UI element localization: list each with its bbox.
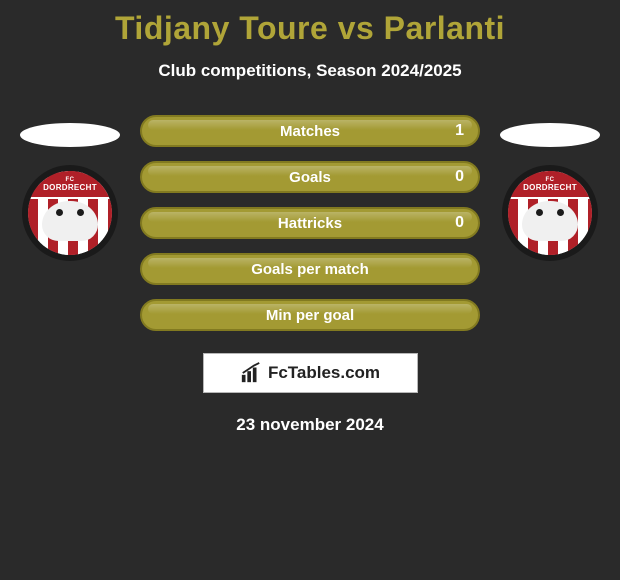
player-right-column: FC DORDRECHT [500,123,600,261]
badge-city-text: DORDRECHT [43,183,97,192]
stat-label: Goals per match [251,261,369,278]
bar-chart-icon [240,362,262,384]
player-left-club-badge: FC DORDRECHT [22,165,118,261]
sheep-icon [522,201,578,241]
branding-text: FcTables.com [268,363,380,383]
stat-label: Matches [280,123,340,140]
comparison-row: FC DORDRECHT Matches 1 Goals 0 Hattricks… [0,123,620,331]
stat-label: Hattricks [278,215,342,232]
page-title: Tidjany Toure vs Parlanti [0,0,620,47]
stat-right-value: 0 [455,214,464,232]
page-subtitle: Club competitions, Season 2024/2025 [0,61,620,81]
player-right-avatar [500,123,600,147]
stat-row-hattricks: Hattricks 0 [140,207,480,239]
sheep-icon [42,201,98,241]
player-right-club-badge: FC DORDRECHT [502,165,598,261]
player-left-column: FC DORDRECHT [20,123,120,261]
badge-header: FC DORDRECHT [28,171,112,199]
stat-row-matches: Matches 1 [140,115,480,147]
branding-box: FcTables.com [203,353,418,393]
stat-label: Min per goal [266,307,354,324]
player-left-avatar [20,123,120,147]
stat-row-min-per-goal: Min per goal [140,299,480,331]
stat-row-goals: Goals 0 [140,161,480,193]
stat-right-value: 0 [455,168,464,186]
stat-label: Goals [289,169,331,186]
badge-header: FC DORDRECHT [508,171,592,199]
stat-row-goals-per-match: Goals per match [140,253,480,285]
stats-column: Matches 1 Goals 0 Hattricks 0 Goals per … [140,115,480,331]
stat-right-value: 1 [455,122,464,140]
badge-city-text: DORDRECHT [523,183,577,192]
footer-date: 23 november 2024 [0,415,620,435]
